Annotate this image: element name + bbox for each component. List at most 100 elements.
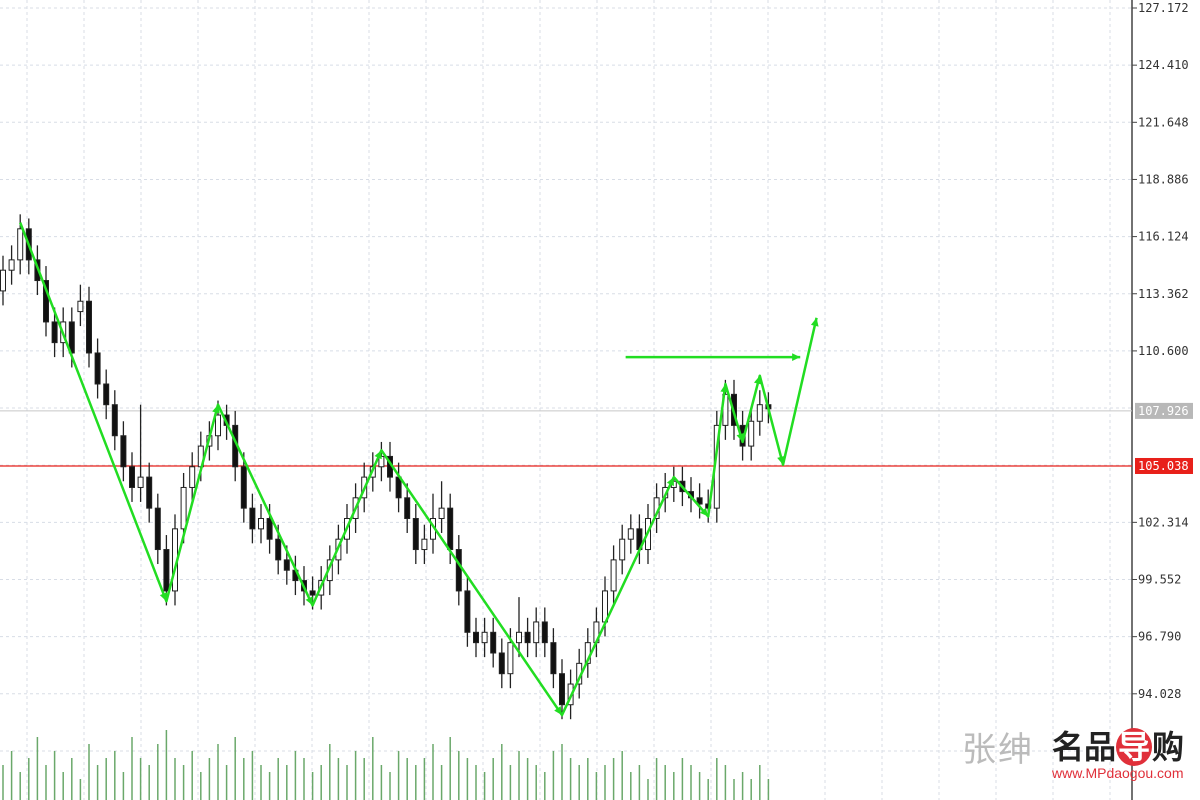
- candle: [129, 452, 135, 502]
- candle: [103, 369, 110, 420]
- logo-text-mid: 导: [1116, 728, 1153, 766]
- axis-tick-label: 102.314: [1138, 515, 1189, 529]
- zigzag-arrowhead: [810, 317, 819, 327]
- candle: [610, 545, 617, 606]
- candle: [240, 452, 247, 523]
- candle-body: [696, 497, 703, 505]
- logo-text-left: 名品: [1052, 728, 1117, 766]
- candle: [0, 255, 6, 306]
- candle-body: [541, 621, 548, 644]
- candle-body: [240, 466, 247, 509]
- axis-tick-label: 99.552: [1138, 573, 1181, 587]
- logo-url: www.MPdaogou.com: [1052, 765, 1184, 781]
- zigzag-arrowhead: [736, 433, 745, 442]
- candle: [137, 404, 144, 502]
- candle-body: [94, 352, 101, 385]
- candle-body: [748, 420, 755, 447]
- candle: [619, 524, 626, 575]
- candle: [627, 514, 634, 554]
- candle-body: [137, 476, 144, 488]
- candle: [473, 617, 479, 658]
- support-level-label: 105.038: [1138, 459, 1189, 473]
- candle-body: [447, 507, 454, 551]
- logo-text-right: 购: [1152, 728, 1185, 766]
- target-level-arrowhead: [792, 353, 801, 362]
- candle: [464, 576, 471, 647]
- candle-body: [0, 269, 6, 292]
- candle: [696, 483, 703, 519]
- candle-body: [215, 414, 221, 437]
- candle: [94, 338, 101, 399]
- axis-tick-label: 94.028: [1138, 687, 1181, 701]
- candle: [541, 607, 548, 658]
- support-level-badge: [1135, 457, 1193, 474]
- candle: [584, 628, 591, 678]
- candle: [455, 535, 462, 606]
- candle-body: [533, 621, 540, 644]
- candle: [481, 617, 488, 658]
- candle-body: [163, 549, 170, 592]
- candle-body: [8, 259, 15, 271]
- candle-body: [455, 549, 462, 592]
- candle-body: [275, 538, 282, 561]
- candle: [524, 617, 531, 658]
- candle: [249, 493, 256, 544]
- candle: [404, 483, 411, 533]
- candle: [154, 493, 161, 565]
- candle: [593, 607, 600, 658]
- candle: [421, 524, 428, 565]
- candle-body: [619, 538, 626, 561]
- axis-tick-label: 110.600: [1138, 344, 1189, 358]
- candle-body: [111, 404, 118, 437]
- candle: [559, 659, 565, 720]
- candle-body: [154, 507, 161, 551]
- candle-body: [507, 642, 514, 675]
- candle-body: [524, 631, 531, 644]
- candle-body: [258, 518, 264, 530]
- axis-tick-label: 127.172: [1138, 1, 1189, 15]
- zigzag-arrowhead: [666, 477, 674, 487]
- candle-body: [77, 300, 84, 313]
- candle: [86, 286, 92, 368]
- candle: [756, 390, 763, 436]
- candle: [438, 481, 445, 533]
- candle-body: [180, 486, 187, 530]
- candle-body: [550, 642, 557, 675]
- candle-body: [309, 590, 316, 596]
- candle-body: [266, 518, 273, 540]
- zigzag-arrowhead: [720, 384, 729, 393]
- axis-tick-label: 96.790: [1138, 630, 1181, 644]
- axis-tick-label: 118.886: [1138, 172, 1189, 186]
- candle-body: [559, 673, 565, 706]
- candle-body: [481, 631, 488, 644]
- candle: [111, 390, 118, 451]
- candle-body: [516, 631, 522, 644]
- candle-body: [473, 631, 479, 644]
- candle-body: [438, 507, 445, 520]
- candle: [395, 462, 402, 513]
- candle-body: [627, 528, 634, 540]
- axis-tick-label: 124.410: [1138, 58, 1189, 72]
- candle: [77, 284, 84, 327]
- candle: [120, 421, 127, 482]
- candle: [533, 607, 540, 658]
- candle-body: [17, 228, 24, 261]
- zigzag-arrowhead: [753, 375, 762, 385]
- candle: [8, 245, 15, 285]
- candle-body: [249, 507, 256, 530]
- zigzag-arrowhead: [374, 450, 382, 460]
- candle: [43, 266, 49, 337]
- zigzag-arrowhead: [554, 706, 562, 716]
- zigzag-arrowhead: [699, 507, 709, 517]
- candle-body: [404, 497, 411, 520]
- zigzag-arrowhead: [305, 596, 313, 606]
- zigzag-arrowhead: [212, 404, 220, 414]
- candle-body: [189, 466, 196, 488]
- candle-body: [464, 590, 471, 633]
- candle: [498, 638, 505, 689]
- candle: [748, 406, 755, 461]
- candle: [189, 452, 196, 502]
- candle-body: [498, 652, 505, 675]
- axis-tick-label: 121.648: [1138, 115, 1189, 129]
